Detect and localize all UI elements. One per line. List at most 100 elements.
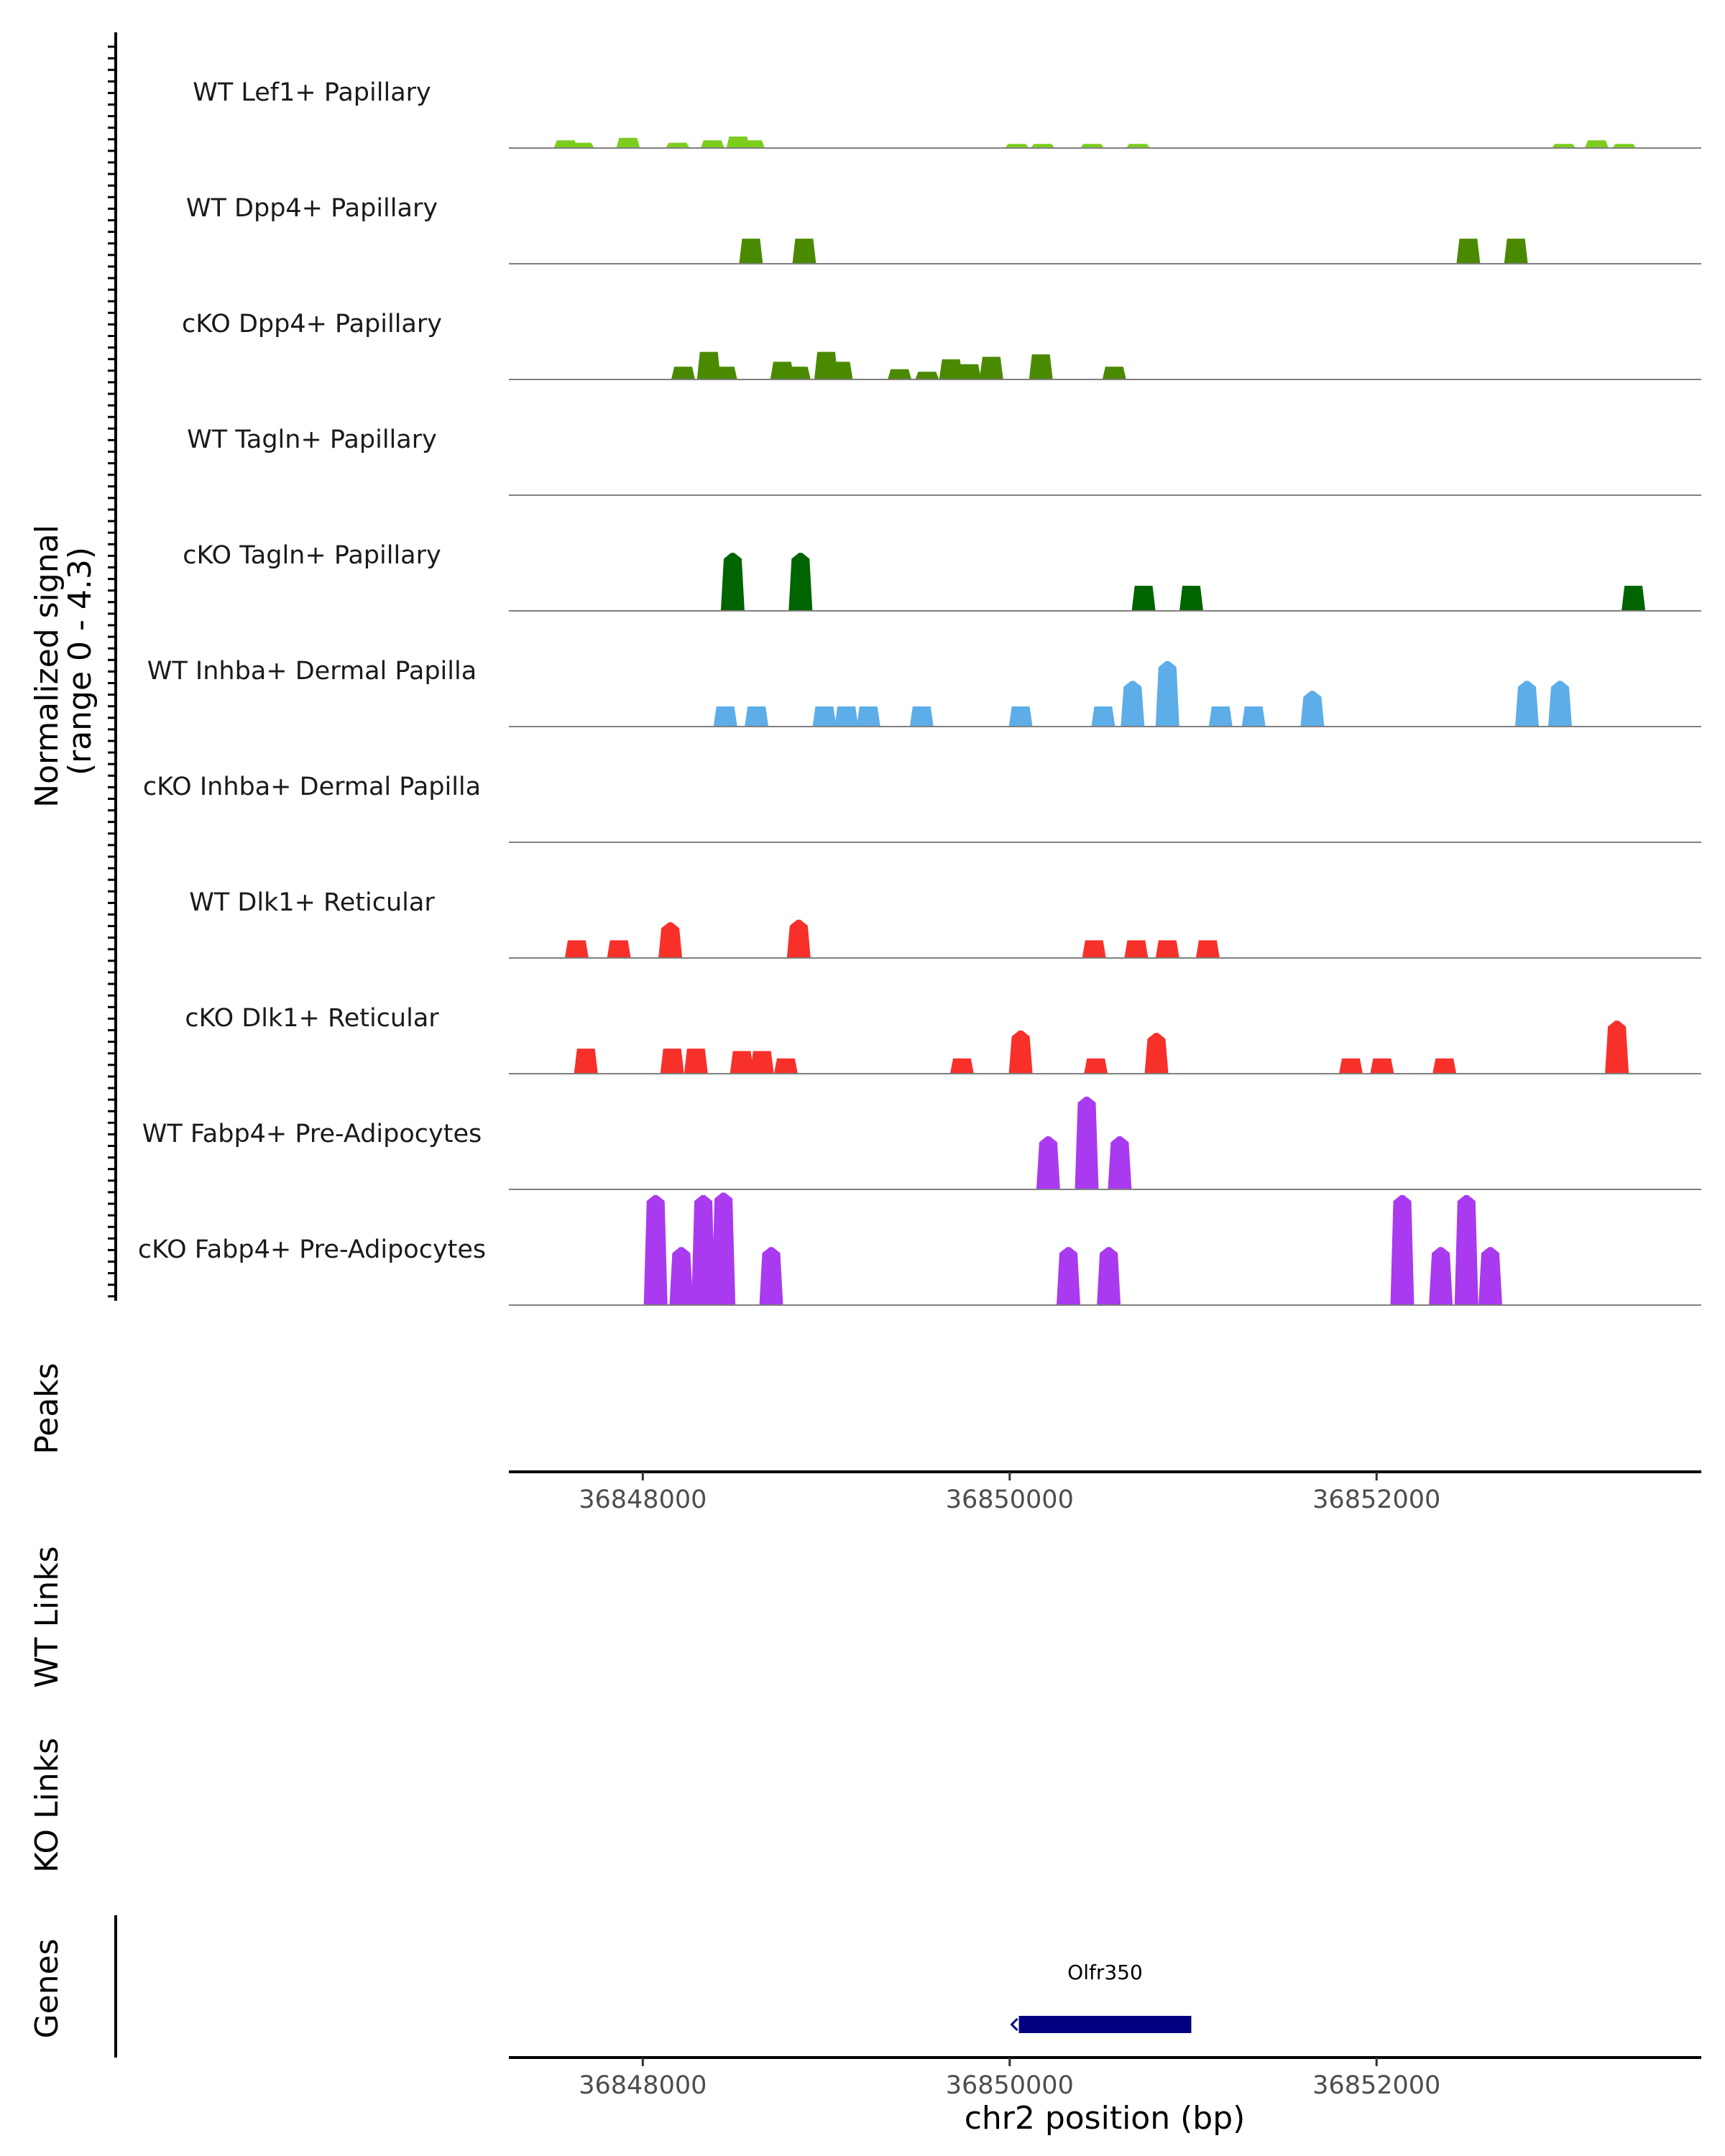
coverage-peak [1300, 691, 1325, 727]
coverage-peak [788, 553, 813, 612]
coverage-peak [1108, 1136, 1132, 1190]
coverage-peak [1131, 586, 1156, 612]
coverage-peak [745, 706, 769, 727]
coverage-peak [949, 1058, 975, 1074]
x-tick-label: 36848000 [579, 2071, 707, 2100]
track-cko-dlk1-reticular: cKO Dlk1+ Reticular [185, 1004, 1701, 1074]
coverage-peak [1008, 706, 1033, 727]
track-wt-inhba-dermal-papilla: WT Inhba+ Dermal Papilla [147, 657, 1701, 727]
y-axis-title-line1: Normalized signal [29, 525, 65, 808]
track-label: WT Dlk1+ Reticular [189, 888, 435, 917]
coverage-peak [643, 1194, 668, 1306]
x-axis-title: chr2 position (bp) [965, 2100, 1246, 2137]
coverage-peak [1121, 681, 1145, 727]
coverage-peak [1605, 1021, 1629, 1074]
peaks-x-axis-ticks: 36848000 36850000 36852000 [579, 1472, 1440, 1514]
coverage-peak [684, 1049, 708, 1074]
y-axis-title-line2: (range 0 - 4.3) [62, 547, 98, 775]
x-tick-label: 36848000 [579, 1485, 707, 1514]
x-tick-label: 36850000 [946, 2071, 1074, 2100]
coverage-peak [713, 706, 737, 727]
coverage-peak [1008, 1030, 1033, 1074]
x-tick-label: 36852000 [1312, 2071, 1440, 2100]
coverage-y-axis-ticks [108, 45, 116, 1298]
coverage-peak [1124, 940, 1149, 959]
coverage-peak [1370, 1058, 1394, 1074]
coverage-peak [1097, 1247, 1121, 1306]
coverage-peak [1338, 1058, 1363, 1074]
track-label: cKO Fabp4+ Pre-Adipocytes [138, 1235, 486, 1264]
coverage-peak [1504, 239, 1528, 264]
track-cko-inhba-dermal-papilla: cKO Inhba+ Dermal Papilla [143, 773, 1701, 843]
gene-body-olfr350 [1018, 2016, 1192, 2033]
coverage-peak [1454, 1194, 1478, 1306]
track-cko-fabp4-pre-adipocytes: cKO Fabp4+ Pre-Adipocytes [138, 1192, 1701, 1306]
coverage-peak [979, 356, 1003, 380]
track-label: WT Tagln+ Papillary [187, 425, 437, 454]
coverage-peak [909, 706, 934, 727]
coverage-peak [786, 919, 811, 959]
coverage-peak [1091, 706, 1116, 727]
coverage-peak [1456, 239, 1481, 264]
track-label: WT Fabp4+ Pre-Adipocytes [142, 1120, 482, 1148]
coverage-peak [1241, 706, 1266, 727]
coverage-peak [786, 367, 811, 380]
coverage-peak [669, 1247, 694, 1306]
track-cko-dpp4-papillary: cKO Dpp4+ Papillary [182, 310, 1701, 380]
track-wt-dlk1-reticular: WT Dlk1+ Reticular [189, 888, 1701, 959]
coverage-peak [691, 1194, 716, 1306]
coverage-peak [759, 1247, 783, 1306]
coverage-peak [1155, 660, 1179, 727]
coverage-peak [665, 142, 690, 149]
coverage-peak [1432, 1058, 1457, 1074]
track-label: cKO Tagln+ Papillary [183, 541, 441, 570]
coverage-peak [616, 137, 640, 149]
track-label: WT Dpp4+ Papillary [186, 194, 438, 223]
wt-links-panel-label: WT Links [29, 1546, 65, 1687]
coverage-peak [712, 1192, 736, 1306]
coverage-peak [812, 706, 837, 727]
coverage-peak [1478, 1247, 1503, 1306]
coverage-peak [1144, 1033, 1169, 1074]
coverage-peak [1622, 586, 1646, 612]
coverage-peak [1547, 681, 1573, 727]
coverage-peak [1195, 940, 1220, 959]
coverage-peak [1208, 706, 1233, 727]
coverage-peak [720, 553, 745, 612]
coverage-peak [660, 1049, 684, 1074]
coverage-peak [1102, 367, 1126, 380]
coverage-peak [1155, 940, 1179, 959]
coverage-peak [1082, 940, 1106, 959]
genes-x-axis-ticks: 36848000 36850000 36852000 [579, 2058, 1440, 2100]
coverage-peak [834, 706, 859, 727]
coverage-peak [740, 140, 765, 149]
genes-panel-label: Genes [29, 1938, 65, 2038]
x-tick-label: 36850000 [946, 1485, 1074, 1514]
coverage-peak [915, 372, 939, 380]
track-label: WT Lef1+ Papillary [193, 78, 431, 107]
track-cko-tagln-papillary: cKO Tagln+ Papillary [183, 541, 1701, 612]
coverage-peak [1390, 1194, 1414, 1306]
coverage-peak [957, 364, 982, 380]
coverage-peak [1584, 140, 1609, 149]
coverage-peak [564, 940, 589, 959]
x-tick-label: 36852000 [1312, 1485, 1440, 1514]
coverage-peak [658, 922, 683, 959]
coverage-peak [773, 1058, 799, 1074]
coverage-peak [730, 1051, 754, 1074]
coverage-peak [1029, 354, 1053, 380]
coverage-y-axis-title: Normalized signal (range 0 - 4.3) [29, 515, 98, 808]
track-label: cKO Dlk1+ Reticular [185, 1004, 439, 1033]
peaks-panel-label: Peaks [29, 1363, 65, 1454]
track-label: WT Inhba+ Dermal Papilla [147, 657, 477, 686]
gene-label: Olfr350 [1067, 1961, 1143, 1984]
track-wt-lef1-papillary: WT Lef1+ Papillary [193, 78, 1701, 149]
coverage-peak [1514, 681, 1540, 727]
coverage-peak [574, 1049, 598, 1074]
coverage-tracks: WT Lef1+ Papillary WT Dpp4+ Papillary cKO … [138, 78, 1701, 1306]
track-wt-dpp4-papillary: WT Dpp4+ Papillary [186, 194, 1701, 264]
coverage-peak [671, 367, 696, 380]
coverage-peak [792, 239, 816, 264]
ko-links-panel-label: KO Links [29, 1738, 65, 1873]
